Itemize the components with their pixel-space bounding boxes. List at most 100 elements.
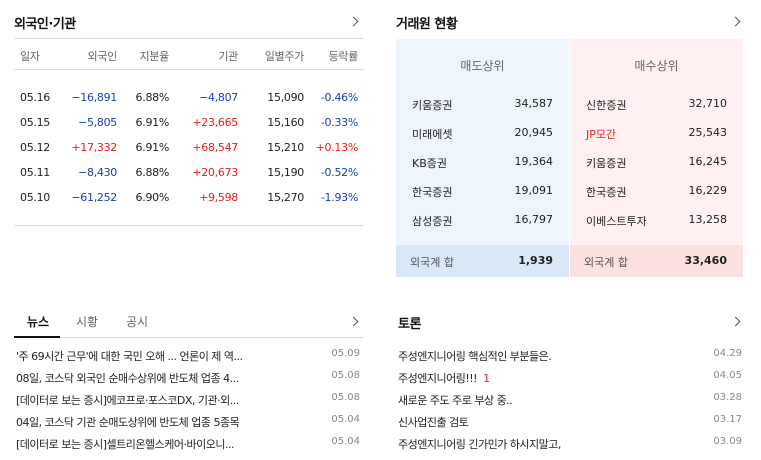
buy-broker-value: 16,229 bbox=[688, 184, 728, 197]
discussion-item[interactable]: 주성엔지니어링!!! 1 bbox=[398, 370, 678, 386]
list-item[interactable]: 08일, 코스닥 외국인 순매수상위에 반도체 업종 4... 05.08 bbox=[14, 367, 364, 389]
buy-broker-name[interactable]: JP모간 bbox=[586, 128, 617, 141]
list-item[interactable]: [데이터로 보는 증시]셀트리온헬스케어·바이오니... 05.04 bbox=[14, 433, 364, 455]
list-item[interactable]: 04일, 코스닥 기관 순매도상위에 반도체 업종 5종목 05.04 bbox=[14, 411, 364, 433]
table-row: 05.12 +17,332 6.91% +68,547 15,210 +0.13% bbox=[14, 135, 364, 160]
cell-foreign: −16,891 bbox=[71, 91, 117, 104]
sell-broker-name[interactable]: 키움증권 bbox=[412, 99, 453, 112]
buy-broker-name[interactable]: 이베스트투자 bbox=[586, 215, 647, 228]
cell-inst: +23,665 bbox=[192, 116, 238, 129]
cell-date: 05.16 bbox=[20, 91, 50, 104]
list-item[interactable]: [데이터로 보는 증시]에코프로·포스코DX, 기관·외... 05.08 bbox=[14, 389, 364, 411]
tab-market[interactable]: 시황 bbox=[76, 315, 99, 329]
news-date: 05.08 bbox=[331, 370, 360, 381]
cell-foreign: −8,430 bbox=[78, 166, 117, 179]
sell-top-column: 매도상위 키움증권 34,587 미래에셋 20,945 KB증권 19,364 한국증권 1… bbox=[396, 39, 569, 277]
header-inst: 기관 bbox=[218, 50, 238, 63]
investor-panel: 외국인·기관 일자 외국인 지분율 기관 일별주가 등락률 05.16 −16,8… bbox=[14, 0, 364, 240]
buy-header: 매수상위 bbox=[634, 59, 679, 73]
list-item[interactable]: 주성엔지니어링!!! 1 04.05 bbox=[396, 367, 746, 389]
discussion-item[interactable]: 주성엔지니어링 긴가민가 하시지말고, bbox=[398, 436, 678, 452]
buy-foreign-total: 외국계 합 33,460 bbox=[570, 245, 743, 277]
discussion-title-text[interactable]: 주성엔지니어링 핵심적인 부분들은. bbox=[398, 350, 552, 363]
sell-broker-name[interactable]: 삼성증권 bbox=[412, 215, 453, 228]
list-item[interactable]: 주성엔지니어링 긴가민가 하시지말고, 03.09 bbox=[396, 433, 746, 455]
cell-change: -1.93% bbox=[320, 191, 358, 204]
discussion-title-text[interactable]: 주성엔지니어링 긴가민가 하시지말고, bbox=[398, 438, 561, 451]
news-title[interactable]: 04일, 코스닥 기관 순매도상위에 반도체 업종 5종목 bbox=[16, 416, 240, 429]
discussion-date: 04.29 bbox=[713, 348, 742, 359]
cell-inst: +9,598 bbox=[199, 191, 238, 204]
cell-inst: +68,547 bbox=[192, 141, 238, 154]
sell-broker-value: 16,797 bbox=[514, 213, 554, 226]
news-title[interactable]: [데이터로 보는 증시]에코프로·포스코DX, 기관·외... bbox=[16, 394, 239, 407]
news-title[interactable]: 08일, 코스닥 외국인 순매수상위에 반도체 업종 4... bbox=[16, 372, 239, 385]
buy-top-column: 매수상위 신한증권 32,710 JP모간 25,543 키움증권 16,245 한국증권 1… bbox=[570, 39, 743, 277]
discussion-date: 03.17 bbox=[713, 414, 742, 425]
buy-broker-value: 32,710 bbox=[688, 97, 728, 110]
list-item[interactable]: 신사업진출 검토 03.17 bbox=[396, 411, 746, 433]
news-panel: 뉴스 시황 공시 '주 69시간 근무'에 대한 국민 오해 ... 언론이 제… bbox=[14, 298, 364, 460]
buy-broker-name[interactable]: 키움증권 bbox=[586, 157, 627, 170]
cell-ratio: 6.88% bbox=[135, 166, 170, 179]
discussion-panel: 토론 주성엔지니어링 핵심적인 부분들은. 04.29 주성엔지니어링!!! 1 04.… bbox=[396, 298, 746, 460]
cell-ratio: 6.90% bbox=[135, 191, 170, 204]
sell-broker-name[interactable]: 미래에셋 bbox=[412, 128, 453, 141]
investor-more-chevron-icon[interactable] bbox=[348, 16, 359, 27]
discussion-title: 토론 bbox=[398, 317, 421, 332]
broker-panel: 거래원 현황 매도상위 키움증권 34,587 미래에셋 20,945 KB증권 19,3… bbox=[396, 0, 746, 290]
sell-broker-value: 34,587 bbox=[514, 97, 554, 110]
sell-broker-name[interactable]: KB증권 bbox=[412, 157, 447, 170]
list-item[interactable]: 주성엔지니어링 핵심적인 부분들은. 04.29 bbox=[396, 345, 746, 367]
cell-change: -0.52% bbox=[320, 166, 358, 179]
discussion-item[interactable]: 새로운 주도 주로 부상 중.. bbox=[398, 392, 678, 408]
buy-broker-value: 13,258 bbox=[688, 213, 728, 226]
broker-more-chevron-icon[interactable] bbox=[730, 16, 741, 27]
header-ratio: 지분율 bbox=[139, 50, 170, 63]
table-row: 05.15 −5,805 6.91% +23,665 15,160 -0.33% bbox=[14, 110, 364, 135]
cell-price: 15,190 bbox=[267, 166, 304, 179]
sell-broker-value: 20,945 bbox=[514, 126, 554, 139]
cell-change: -0.46% bbox=[320, 91, 358, 104]
broker-title: 거래원 현황 bbox=[396, 17, 458, 32]
news-title[interactable]: [데이터로 보는 증시]셀트리온헬스케어·바이오니... bbox=[16, 438, 234, 451]
discussion-title-text[interactable]: 새로운 주도 주로 부상 중.. bbox=[398, 394, 513, 407]
news-title[interactable]: '주 69시간 근무'에 대한 국민 오해 ... 언론이 제 역... bbox=[16, 350, 243, 363]
discussion-title-text[interactable]: 주성엔지니어링!!! bbox=[398, 372, 478, 385]
cell-foreign: +17,332 bbox=[71, 141, 117, 154]
cell-price: 15,160 bbox=[267, 116, 304, 129]
tab-news[interactable]: 뉴스 bbox=[27, 315, 50, 329]
tab-disclosure[interactable]: 공시 bbox=[126, 315, 149, 329]
sell-header: 매도상위 bbox=[460, 59, 505, 73]
news-date: 05.09 bbox=[331, 348, 360, 359]
discussion-title-text[interactable]: 신사업진출 검토 bbox=[398, 416, 469, 429]
discussion-item[interactable]: 신사업진출 검토 bbox=[398, 414, 678, 430]
sell-total-label: 외국계 합 bbox=[410, 256, 454, 269]
comment-count: 1 bbox=[483, 372, 490, 385]
cell-change: +0.13% bbox=[315, 141, 359, 154]
cell-foreign: −5,805 bbox=[78, 116, 117, 129]
table-row: 05.16 −16,891 6.88% −4,807 15,090 -0.46% bbox=[14, 85, 364, 110]
buy-broker-name[interactable]: 신한증권 bbox=[586, 99, 627, 112]
discussion-more-chevron-icon[interactable] bbox=[730, 316, 741, 327]
buy-broker-value: 25,543 bbox=[688, 126, 728, 139]
investor-title: 외국인·기관 bbox=[14, 17, 76, 32]
sell-broker-name[interactable]: 한국증권 bbox=[412, 186, 453, 199]
sell-total-value: 1,939 bbox=[518, 254, 553, 267]
list-item[interactable]: 새로운 주도 주로 부상 중.. 03.28 bbox=[396, 389, 746, 411]
cell-date: 05.12 bbox=[20, 141, 50, 154]
sell-broker-value: 19,364 bbox=[514, 155, 554, 168]
cell-inst: +20,673 bbox=[192, 166, 238, 179]
news-more-chevron-icon[interactable] bbox=[348, 316, 359, 327]
discussion-date: 03.09 bbox=[713, 436, 742, 447]
cell-date: 05.15 bbox=[20, 116, 50, 129]
cell-date: 05.10 bbox=[20, 191, 50, 204]
discussion-date: 03.28 bbox=[713, 392, 742, 403]
news-date: 05.04 bbox=[331, 414, 360, 425]
header-date: 일자 bbox=[20, 50, 40, 63]
buy-broker-value: 16,245 bbox=[688, 155, 728, 168]
buy-broker-name[interactable]: 한국증권 bbox=[586, 186, 627, 199]
header-change: 등락률 bbox=[328, 50, 359, 63]
list-item[interactable]: '주 69시간 근무'에 대한 국민 오해 ... 언론이 제 역... 05.0… bbox=[14, 345, 364, 367]
discussion-item[interactable]: 주성엔지니어링 핵심적인 부분들은. bbox=[398, 348, 678, 364]
